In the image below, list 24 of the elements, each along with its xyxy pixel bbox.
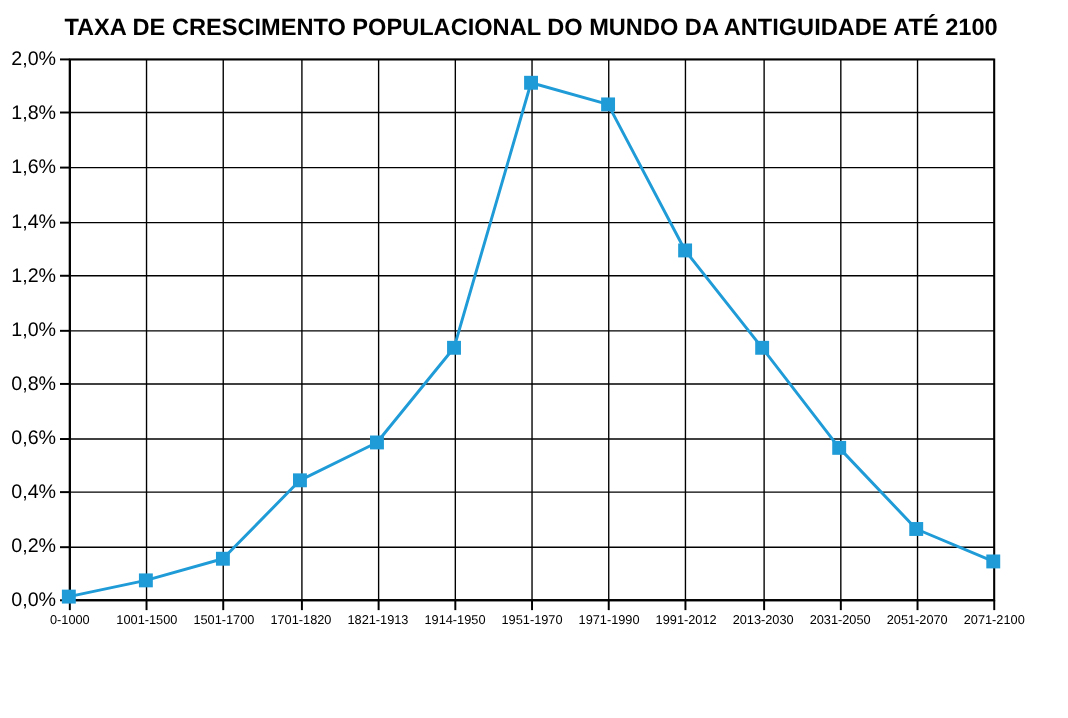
y-tick-label: 0,4% — [11, 482, 57, 505]
y-tick-label: 0,6% — [11, 427, 57, 450]
y-tick-label: 1,8% — [11, 103, 57, 126]
point — [986, 554, 1001, 569]
y-tick-label: 0,2% — [11, 536, 57, 559]
point — [138, 573, 153, 588]
point — [832, 440, 847, 455]
y-tick-label: 1,2% — [11, 265, 57, 288]
point — [678, 243, 693, 258]
point — [524, 75, 538, 90]
y-tick-label: 0,0% — [11, 590, 57, 613]
y-tick-label: 0,8% — [11, 373, 57, 396]
y-tick-label: 2,0% — [11, 49, 57, 72]
chart-title: TAXA DE CRESCIMENTO POPULACIONAL DO MUNDO DA ANTIGUIDADE ATÉ 2100 — [64, 12, 999, 41]
point — [909, 522, 924, 536]
point — [215, 551, 230, 566]
point — [601, 97, 616, 112]
point — [755, 340, 770, 355]
y-tick-label: 1,0% — [11, 319, 57, 342]
point — [370, 435, 384, 450]
y-tick-label: 1,6% — [11, 157, 57, 180]
point — [447, 340, 461, 355]
point — [292, 473, 307, 488]
y-tick-label: 1,4% — [11, 211, 57, 234]
